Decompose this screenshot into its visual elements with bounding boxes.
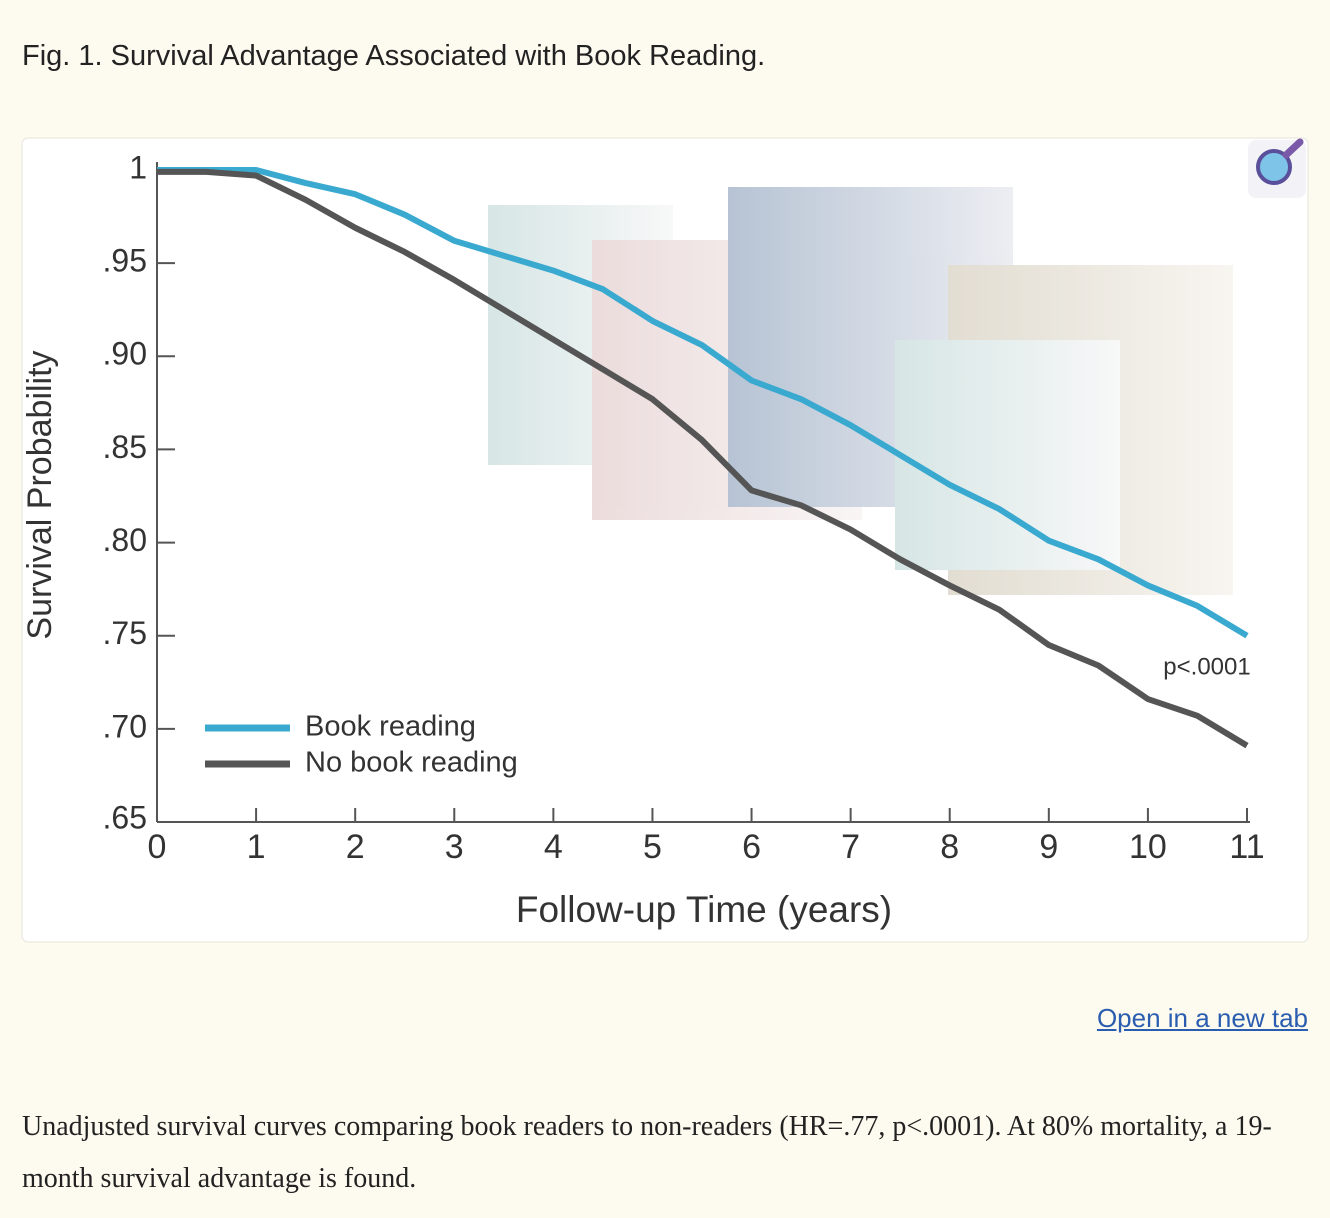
y-tick-label: .80 [103, 522, 147, 558]
annotation: p<.0001 [1163, 653, 1250, 680]
x-tick-label: 1 [247, 828, 266, 866]
x-axis-label: Follow-up Time (years) [516, 889, 892, 930]
y-tick-label: .65 [103, 799, 147, 835]
y-tick-label: .90 [103, 336, 147, 372]
y-tick-label: .85 [103, 429, 147, 465]
legend-label: No book reading [305, 747, 518, 779]
y-tick-label: .70 [103, 708, 147, 744]
caption: Unadjusted survival curves comparing boo… [22, 1111, 1272, 1194]
x-tick-label: 7 [841, 828, 860, 866]
chart: Follow-up Time (years) Survival Probabil… [21, 137, 1309, 943]
x-tick-label: 6 [742, 828, 761, 866]
x-tick-label: 5 [643, 828, 662, 866]
zoom-icon[interactable] [1248, 138, 1306, 198]
y-tick-label: .95 [103, 243, 147, 279]
book-illustration [488, 187, 1233, 595]
open-new-tab-link[interactable]: Open in a new tab [1096, 1003, 1308, 1033]
x-tick-label: 8 [940, 828, 959, 866]
y-tick-label: 1 [129, 149, 147, 185]
series-line [157, 168, 1249, 749]
x-tick-label: 11 [1229, 828, 1264, 866]
figure-title: Fig. 1. Survival Advantage Associated wi… [22, 40, 766, 72]
x-tick-label: 4 [544, 828, 563, 866]
x-tick-label: 3 [445, 828, 464, 866]
x-tick-label: 2 [346, 828, 365, 866]
y-tick-label: .75 [103, 615, 147, 651]
x-tick-label: 9 [1039, 828, 1058, 866]
y-axis-label: Survival Probability [21, 350, 59, 639]
legend-label: Book reading [305, 711, 476, 743]
x-tick-label: 10 [1129, 828, 1167, 866]
series-line [157, 167, 1249, 639]
x-tick-label: 0 [148, 828, 167, 866]
